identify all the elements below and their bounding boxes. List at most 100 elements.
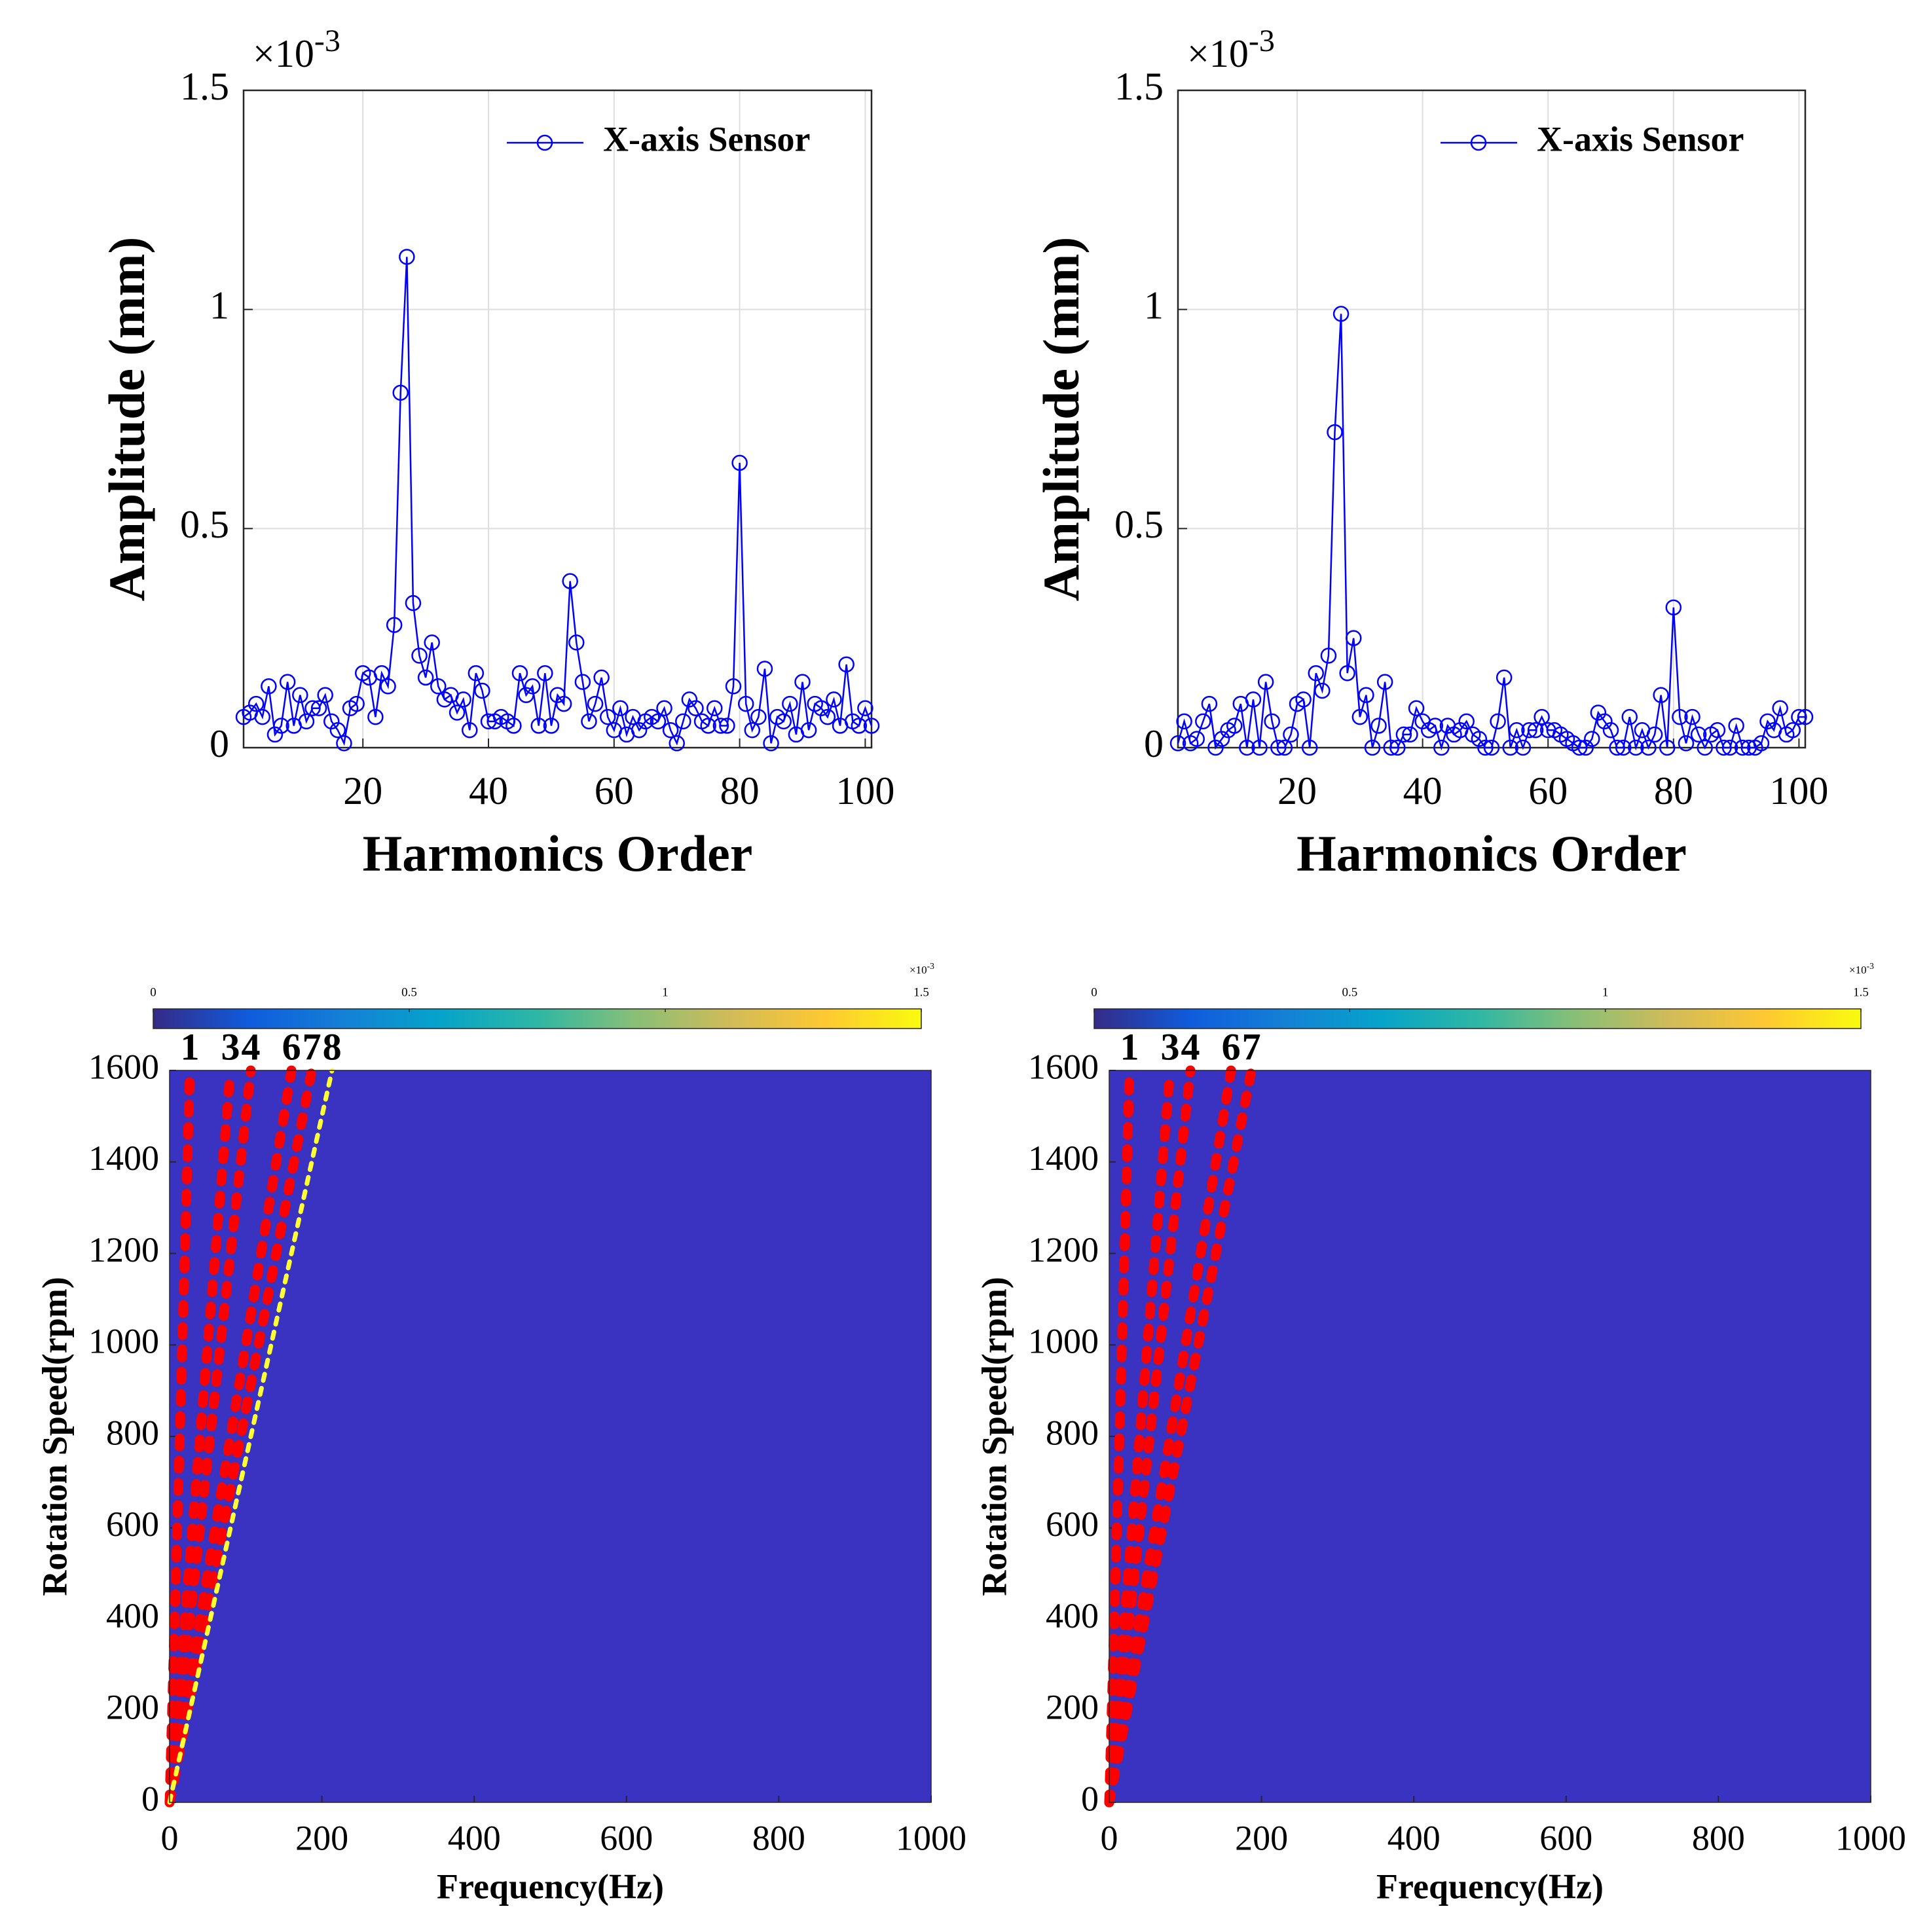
series-marker [367, 708, 384, 725]
y-tick-label: 1200 [88, 1230, 159, 1269]
colorbar-tick-label: 1 [662, 985, 669, 999]
x-tick-label: 800 [752, 1818, 805, 1857]
series-marker [581, 713, 597, 730]
y-tick-label: 0.5 [180, 503, 229, 546]
order-line [1104, 1065, 1236, 1808]
x-tick-label: 80 [1654, 769, 1693, 812]
y-tick-label: 0 [1144, 722, 1164, 765]
y-tick-label: 600 [106, 1504, 159, 1544]
x-tick-label: 0 [1101, 1818, 1118, 1857]
series-marker [675, 713, 691, 730]
series-marker [1383, 739, 1399, 756]
series-marker [700, 718, 716, 734]
series-marker [373, 665, 390, 682]
series-marker [1690, 726, 1707, 743]
series-marker [1697, 739, 1713, 756]
plot-area [244, 90, 872, 748]
y-tick-label: 600 [1046, 1504, 1099, 1544]
colorbar-tick-label: 1.5 [913, 985, 929, 999]
axes-box [169, 1070, 932, 1803]
series-marker [662, 721, 679, 738]
y-axis-label: Rotation Speed(rpm) [974, 1277, 1014, 1595]
series-marker [863, 718, 880, 734]
series-marker [1515, 739, 1532, 756]
series-marker [1389, 739, 1406, 756]
multiplier-base: ×10 [1849, 964, 1867, 976]
series-marker [336, 735, 352, 752]
spectrogram-image [1109, 1070, 1871, 1802]
series-marker [1615, 739, 1632, 756]
multiplier-base: ×10 [1187, 32, 1249, 75]
series-marker [1188, 731, 1205, 747]
series-marker [1339, 665, 1355, 682]
series-marker [1295, 691, 1312, 708]
series-marker [292, 687, 308, 703]
series-marker [273, 718, 289, 734]
series-marker [1797, 708, 1814, 725]
series-marker [1753, 735, 1770, 752]
x-tick-label: 0 [161, 1818, 179, 1857]
x-tick-label: 100 [836, 769, 894, 812]
y-tick-label: 1400 [88, 1139, 159, 1178]
series-marker [707, 700, 723, 717]
colorbar [153, 1008, 922, 1029]
series-marker [1584, 731, 1600, 747]
series-marker [712, 718, 729, 734]
colorbar [1093, 1008, 1862, 1029]
series-marker [800, 721, 817, 738]
series-marker [838, 656, 854, 673]
series-marker [562, 573, 578, 589]
x-tick-label: 40 [469, 769, 508, 812]
series-marker [430, 678, 447, 695]
colorbar-tick-label: 1 [1602, 985, 1609, 999]
series-marker [417, 669, 434, 686]
series-marker [1653, 687, 1669, 703]
series-marker [461, 721, 478, 738]
y-tick-label: 1600 [88, 1047, 159, 1086]
multiplier-exponent: -3 [314, 24, 340, 58]
x-tick-label: 100 [1769, 769, 1828, 812]
series-marker [1320, 647, 1337, 664]
x-axis-label: Frequency(Hz) [1376, 1867, 1604, 1906]
series-marker [317, 687, 333, 703]
series-marker [543, 718, 560, 734]
y-tick-label: 200 [106, 1688, 159, 1727]
series-marker [1483, 739, 1500, 756]
series-marker [1571, 739, 1588, 756]
series-marker [725, 678, 742, 695]
y-tick-label: 1 [210, 283, 229, 327]
series-marker [424, 634, 440, 651]
series-marker [1791, 708, 1807, 725]
order-line [167, 1068, 335, 1805]
series-marker [530, 718, 547, 734]
series-marker [1502, 739, 1518, 756]
x-axis-label: Harmonics Order [363, 825, 753, 882]
series-marker [1257, 674, 1274, 690]
series-marker [1239, 739, 1255, 756]
series-marker [794, 674, 811, 690]
series-marker [1640, 739, 1657, 756]
x-axis-label: Harmonics Order [1296, 825, 1687, 882]
y-tick-label: 1.5 [1114, 65, 1164, 108]
y-tick-label: 0 [141, 1779, 159, 1818]
series-marker [1427, 718, 1444, 734]
series-marker [719, 718, 735, 734]
x-tick-label: 60 [1528, 769, 1568, 812]
colorbar-tick-label: 0 [1091, 985, 1097, 999]
order-line [164, 1065, 297, 1808]
y-tick-label: 1 [1144, 283, 1164, 327]
series-marker [1534, 708, 1550, 725]
series-marker [612, 700, 629, 717]
series-marker [1345, 630, 1362, 646]
series-marker [348, 695, 365, 712]
series-marker [1659, 739, 1676, 756]
series-marker [574, 674, 591, 690]
series-marker [688, 700, 704, 717]
series-marker [1496, 669, 1513, 686]
series-marker [599, 708, 616, 725]
legend-marker [536, 134, 553, 151]
colorbar-tick-label: 1.5 [1853, 985, 1869, 999]
x-tick-label: 600 [1539, 1818, 1592, 1857]
series-marker [449, 704, 466, 721]
